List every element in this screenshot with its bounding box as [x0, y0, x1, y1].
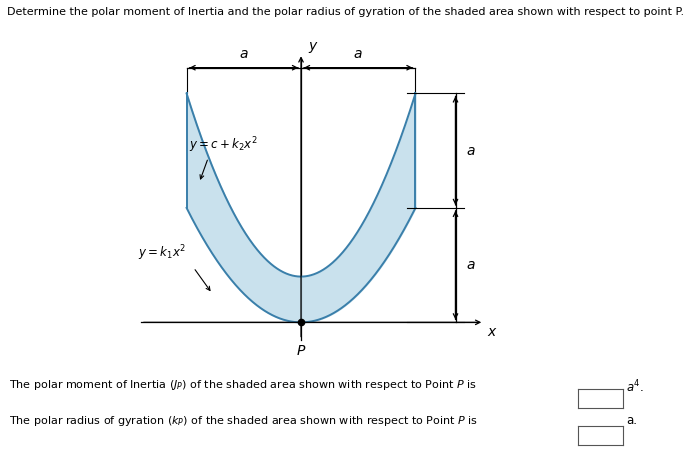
Text: $a$: $a$: [466, 144, 475, 158]
Text: a.: a.: [626, 414, 637, 428]
Text: y: y: [308, 39, 316, 53]
Text: $a^4$.: $a^4$.: [626, 378, 644, 395]
Text: $a$: $a$: [239, 47, 248, 61]
Text: The polar radius of gyration ($k_P$) of the shaded area shown with respect to Po: The polar radius of gyration ($k_P$) of …: [9, 414, 478, 429]
Text: x: x: [487, 325, 495, 339]
Text: The polar moment of Inertia ($J_P$) of the shaded area shown with respect to Poi: The polar moment of Inertia ($J_P$) of t…: [9, 378, 477, 392]
Text: P: P: [297, 344, 305, 358]
Text: $y = k_1x^2$: $y = k_1x^2$: [138, 244, 186, 264]
Text: $a$: $a$: [354, 47, 363, 61]
Text: $a$: $a$: [466, 258, 475, 272]
Text: Determine the polar moment of Inertia and the polar radius of gyration of the sh: Determine the polar moment of Inertia an…: [7, 7, 684, 17]
Text: $y = c + k_2x^2$: $y = c + k_2x^2$: [189, 135, 258, 155]
